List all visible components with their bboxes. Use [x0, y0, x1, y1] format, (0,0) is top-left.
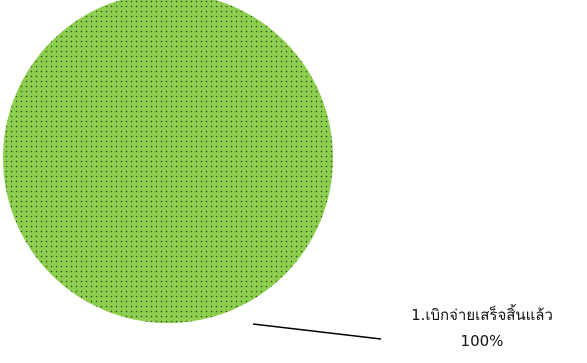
- pie-slices: [3, 0, 333, 323]
- slice-label-name: 1.เบิกจ่ายเสร็จสิ้นแล้ว: [411, 306, 553, 324]
- pie-slice-1: [3, 0, 333, 323]
- slice-label-value: 100%: [460, 332, 504, 350]
- slice-leader-line: [252, 323, 382, 340]
- slice-data-label: 1.เบิกจ่ายเสร็จสิ้นแล้ว 100%: [384, 302, 580, 354]
